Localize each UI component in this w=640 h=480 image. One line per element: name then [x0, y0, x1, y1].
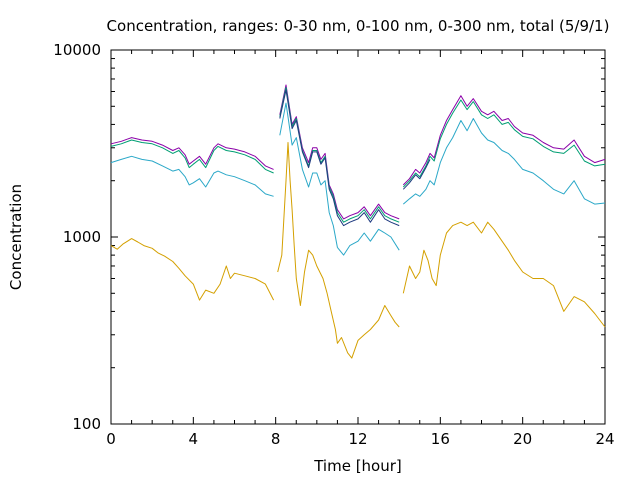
series-layer	[110, 84, 606, 359]
series-line	[110, 139, 274, 174]
series-line	[402, 118, 606, 205]
series-1	[110, 84, 606, 220]
series-line	[402, 95, 606, 186]
plot-frame	[110, 49, 606, 425]
series-line	[279, 87, 400, 223]
series-line	[402, 99, 606, 188]
series-line	[402, 221, 606, 328]
series-3	[279, 89, 431, 227]
x-tick-label: 4	[189, 430, 199, 448]
chart-title: Concentration, ranges: 0-30 nm, 0-100 nm…	[107, 17, 610, 35]
series-line	[110, 137, 274, 170]
axis-ticks: 0 4 8 12 16 20 24 100 1000 10000	[53, 41, 614, 448]
y-tick-label: 10000	[53, 41, 101, 59]
series-line	[110, 155, 274, 197]
x-tick-label: 16	[431, 430, 450, 448]
series-5	[110, 142, 606, 359]
y-tick-label: 100	[72, 415, 101, 433]
x-tick-label: 8	[271, 430, 281, 448]
series-line	[402, 159, 431, 190]
series-line	[110, 238, 275, 301]
series-line	[277, 142, 400, 359]
series-line	[279, 102, 400, 256]
x-tick-label: 12	[348, 430, 367, 448]
x-tick-label: 0	[106, 430, 116, 448]
x-axis-label: Time [hour]	[313, 457, 402, 475]
series-4	[110, 102, 606, 256]
series-line	[279, 84, 400, 220]
y-tick-label: 1000	[63, 228, 101, 246]
series-line	[279, 89, 400, 227]
x-tick-label: 24	[595, 430, 614, 448]
y-axis-label: Concentration	[7, 184, 25, 290]
x-tick-label: 20	[513, 430, 532, 448]
